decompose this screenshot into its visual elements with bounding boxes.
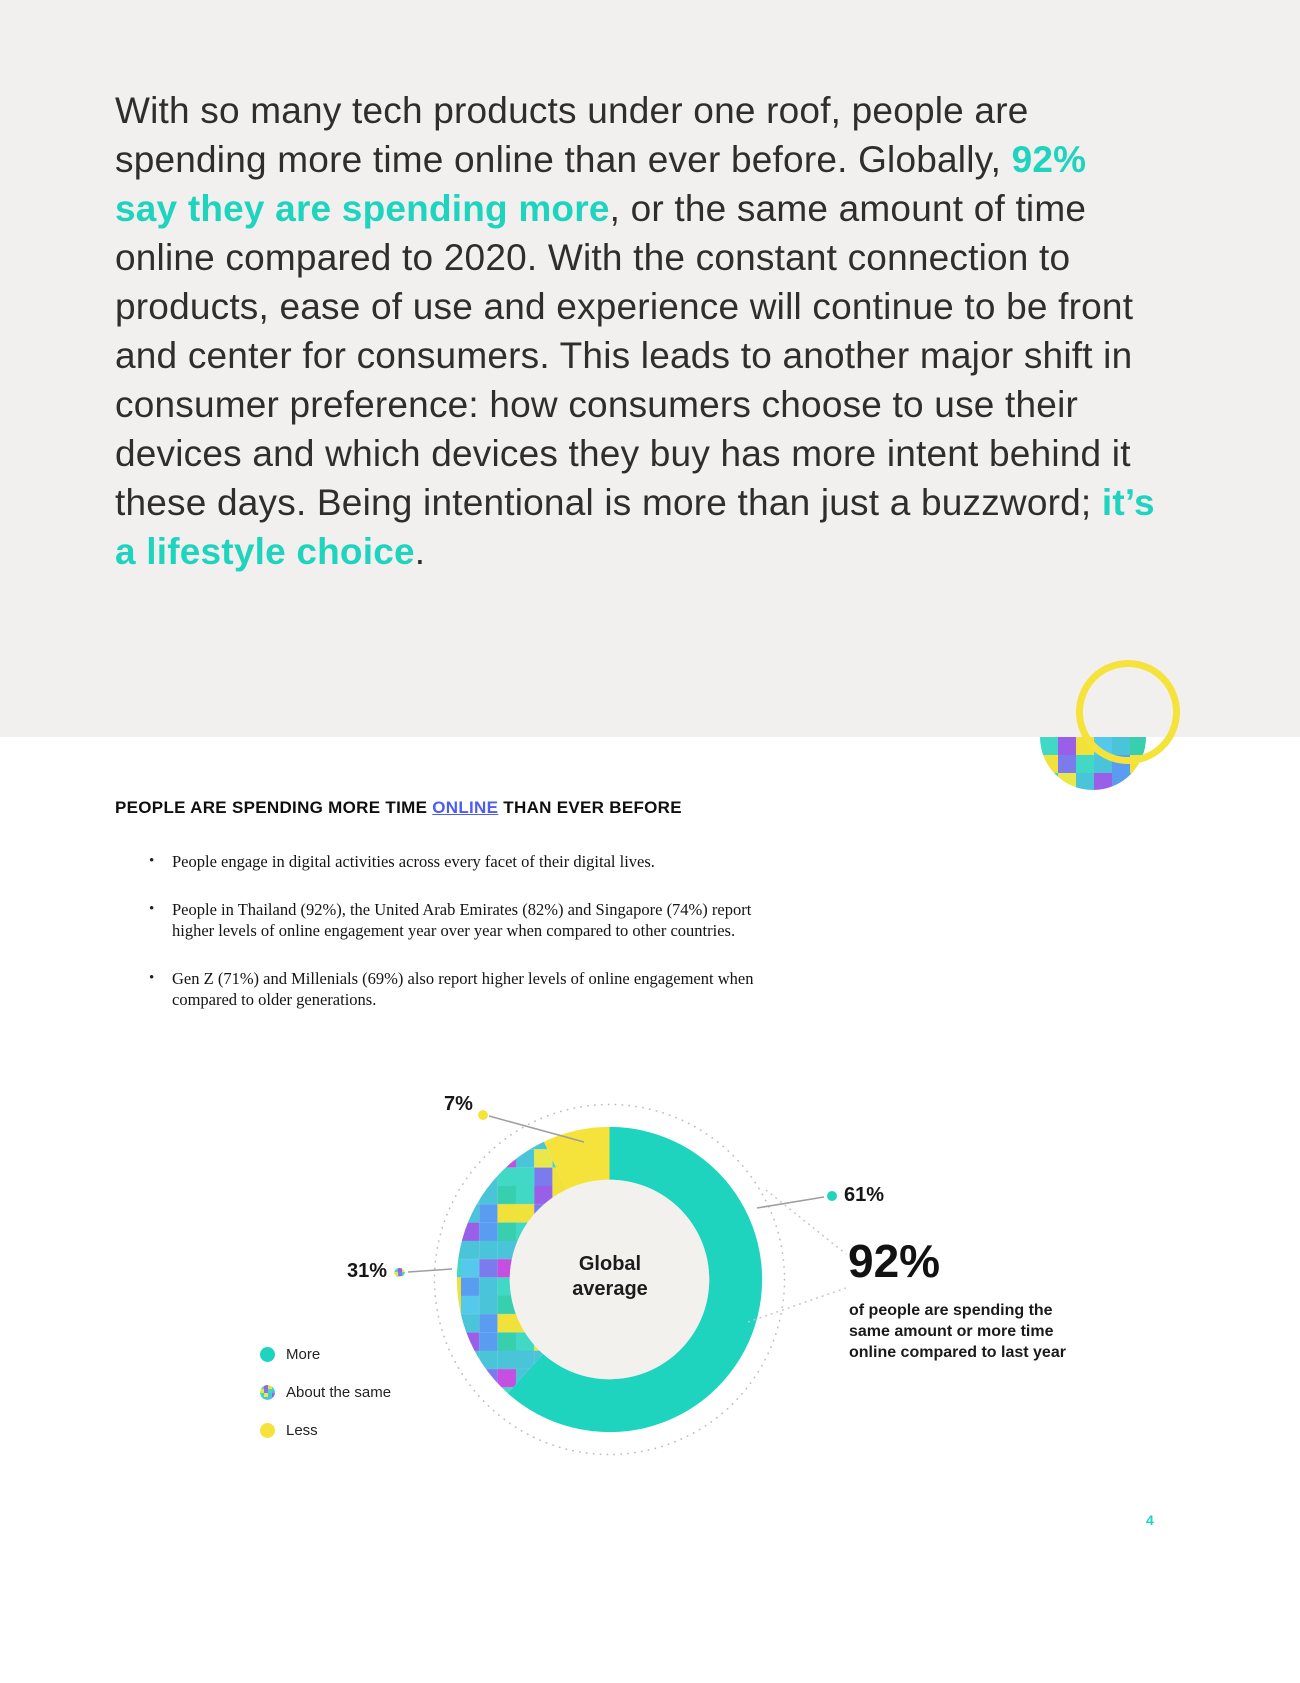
- legend-item-more: More: [260, 1346, 391, 1363]
- callout-label-more: 61%: [844, 1184, 885, 1206]
- callout-label-less: 7%: [444, 1093, 473, 1115]
- callout-label-same: 31%: [347, 1260, 388, 1282]
- hero-text-1: With so many tech products under one roo…: [115, 90, 1029, 180]
- donut-chart-svg: [433, 1103, 786, 1456]
- legend-dot-more: [260, 1347, 275, 1362]
- legend-dot-about-the-same: [260, 1385, 275, 1400]
- callout-dot-more: [827, 1191, 837, 1201]
- donut-dotted-ring: [433, 1103, 786, 1456]
- donut-segment-more: [507, 1126, 763, 1433]
- legend-label-about-the-same: About the same: [286, 1384, 392, 1401]
- legend-dot-less: [260, 1423, 275, 1438]
- hero-section: With so many tech products under one roo…: [0, 0, 1300, 737]
- donut-center-label: Global average: [572, 1253, 648, 1300]
- hero-text-2: , or the same amount of time online comp…: [115, 188, 1134, 523]
- legend-label-more: More: [286, 1346, 321, 1363]
- hero-accent-1: 92% say they are spending more: [115, 139, 1087, 229]
- bullet-list: People engage in digital activities acro…: [147, 851, 772, 1037]
- donut-segment-about-the-same: [456, 1141, 567, 1394]
- legend-label-less: Less: [286, 1422, 318, 1439]
- callout-dot-same: [394, 1266, 405, 1277]
- legend-item-about-the-same: About the same: [260, 1384, 391, 1401]
- bullet-text: People engage in digital activities acro…: [172, 852, 655, 871]
- yellow-ring-decoration: [1076, 660, 1180, 764]
- bullet-item: Gen Z (71%) and Millenials (69%) also re…: [147, 968, 772, 1010]
- legend-item-less: Less: [260, 1422, 391, 1439]
- bullet-item: People engage in digital activities acro…: [147, 851, 772, 872]
- bullet-item: People in Thailand (92%), the United Ara…: [147, 899, 772, 941]
- hero-accent-2: it’s a lifestyle choice: [115, 482, 1155, 572]
- section-heading-pre: PEOPLE ARE SPENDING MORE TIME: [115, 798, 433, 817]
- callout-92-text: of people are spending the same amount o…: [849, 1302, 1066, 1361]
- donut-segments: [456, 1126, 763, 1433]
- bullet-text: People in Thailand (92%), the United Ara…: [172, 900, 752, 940]
- callout-92-value: 92%: [848, 1235, 941, 1287]
- bullet-text: Gen Z (71%) and Millenials (69%) also re…: [172, 969, 754, 1009]
- donut-hole: [509, 1179, 710, 1380]
- section-heading: PEOPLE ARE SPENDING MORE TIME ONLINE THA…: [115, 798, 682, 818]
- page-number: 4: [1146, 1512, 1154, 1528]
- online-link[interactable]: ONLINE: [432, 798, 499, 817]
- hero-text-3: .: [414, 531, 426, 572]
- donut-chart-area: Global average 7% 61% 31% 92% of people …: [0, 1080, 1300, 1580]
- hero-paragraph: With so many tech products under one roo…: [115, 86, 1155, 576]
- callout-dot-less: [478, 1110, 488, 1120]
- chart-legend: More About the same Less: [260, 1346, 391, 1460]
- section-heading-post: THAN EVER BEFORE: [498, 798, 682, 817]
